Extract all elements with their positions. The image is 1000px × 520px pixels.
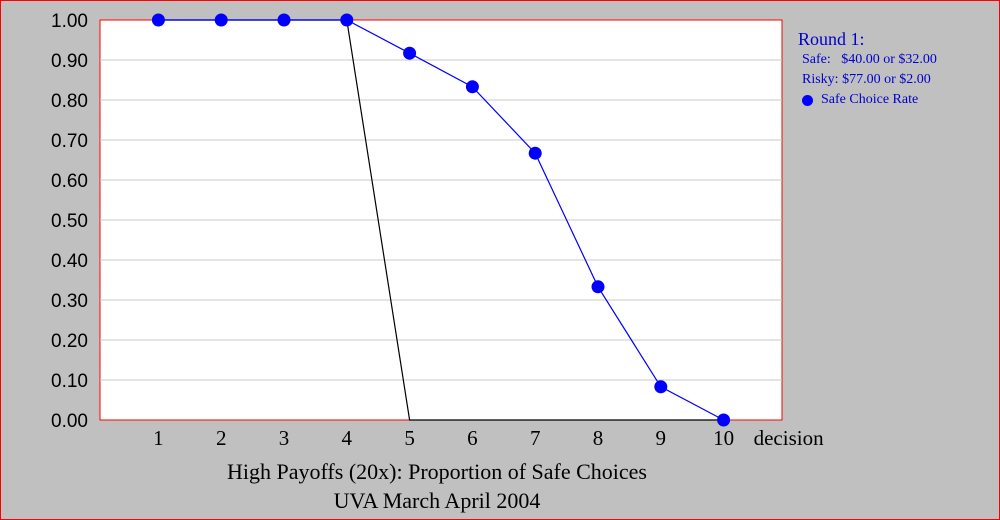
x-tick-label: 4 bbox=[342, 426, 353, 450]
series-line-safe-choice bbox=[158, 19, 724, 421]
legend: Round 1: Safe: $40.00 or $32.00 Risky: $… bbox=[798, 28, 937, 110]
legend-round-label: Round 1: bbox=[798, 29, 865, 49]
data-point bbox=[528, 146, 542, 160]
x-tick-label: 6 bbox=[467, 426, 478, 450]
legend-safe-label: Safe: $40.00 or $32.00 bbox=[802, 52, 937, 67]
data-point bbox=[151, 13, 165, 27]
legend-series-entry: Safe Choice Rate bbox=[802, 90, 937, 110]
legend-series-label: Safe Choice Rate bbox=[821, 92, 919, 107]
y-tick-label: 0.60 bbox=[51, 171, 88, 192]
y-tick-label: 0.90 bbox=[51, 51, 88, 72]
series-lines bbox=[158, 19, 724, 421]
data-point bbox=[654, 380, 668, 394]
chart-title: High Payoffs (20x): Proportion of Safe C… bbox=[227, 459, 647, 484]
legend-marker-icon bbox=[802, 94, 813, 106]
x-tick-label: 3 bbox=[279, 426, 290, 450]
data-point bbox=[591, 280, 605, 294]
y-axis-ticks: 0.00 0.10 0.20 0.30 0.40 0.50 0.60 0.70 0.80 0.90… bbox=[51, 11, 88, 432]
series-points bbox=[151, 13, 731, 427]
y-tick-label: 0.10 bbox=[51, 371, 88, 392]
y-tick-label: 0.50 bbox=[51, 211, 88, 232]
x-tick-label: 2 bbox=[216, 426, 227, 450]
y-tick-label: 0.80 bbox=[51, 91, 88, 112]
data-point bbox=[340, 13, 354, 27]
data-point bbox=[214, 13, 228, 27]
y-tick-label: 1.00 bbox=[51, 11, 88, 32]
x-tick-label: 9 bbox=[656, 426, 667, 450]
x-tick-label: 1 bbox=[153, 426, 164, 450]
legend-risky-label: Risky: $77.00 or $2.00 bbox=[802, 72, 931, 87]
chart-subtitle: UVA March April 2004 bbox=[333, 488, 541, 513]
gridlines bbox=[100, 59, 782, 381]
data-point bbox=[403, 46, 417, 60]
y-tick-label: 0.70 bbox=[51, 131, 88, 152]
x-tick-label: 5 bbox=[404, 426, 415, 450]
x-tick-label: 7 bbox=[530, 426, 541, 450]
x-axis-ticks: 1 2 3 4 5 6 7 8 9 10 bbox=[153, 426, 734, 450]
y-tick-label: 0.30 bbox=[51, 291, 88, 312]
data-point bbox=[277, 13, 291, 27]
x-tick-label: 8 bbox=[593, 426, 604, 450]
x-tick-label: 10 bbox=[713, 426, 734, 450]
data-point bbox=[465, 80, 479, 94]
y-tick-label: 0.20 bbox=[51, 331, 88, 352]
y-tick-label: 0.00 bbox=[51, 411, 88, 432]
x-axis-label: decision bbox=[754, 426, 824, 450]
y-tick-label: 0.40 bbox=[51, 251, 88, 272]
data-point bbox=[717, 413, 731, 427]
